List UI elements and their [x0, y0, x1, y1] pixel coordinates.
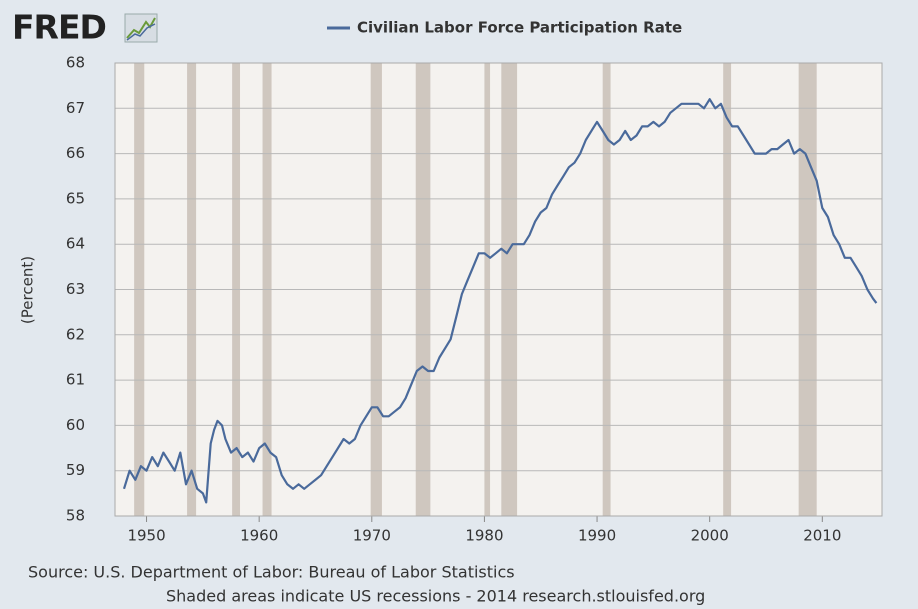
x-tick-label: 1980	[465, 527, 503, 545]
x-tick-label: 1950	[127, 527, 165, 545]
y-tick-label: 59	[66, 461, 85, 479]
x-tick-label: 1970	[353, 527, 391, 545]
y-tick-label: 62	[66, 325, 85, 343]
data-line	[122, 98, 878, 504]
y-tick-label: 68	[66, 54, 85, 72]
y-tick-label: 66	[66, 144, 85, 162]
y-tick-label: 65	[66, 189, 85, 207]
y-tick-label: 61	[66, 371, 85, 389]
y-tick-label: 58	[66, 507, 85, 525]
logo-icon	[124, 13, 158, 43]
x-tick-label: 1960	[240, 527, 278, 545]
y-tick-label: 64	[66, 235, 85, 253]
x-tick-label: 2010	[803, 527, 841, 545]
x-tick-label: 2000	[691, 527, 729, 545]
logo: FRED	[12, 8, 106, 47]
legend-label: Civilian Labor Force Participation Rate	[357, 19, 682, 37]
y-tick-label: 60	[66, 416, 85, 434]
y-tick-label: 63	[66, 280, 85, 298]
x-tick-label: 1990	[578, 527, 616, 545]
y-axis-label: (Percent)	[19, 256, 37, 324]
source: Source: U.S. Department of Labor: Bureau…	[28, 563, 515, 582]
plot-border	[114, 62, 883, 517]
note: Shaded areas indicate US recessions - 20…	[166, 587, 705, 606]
y-tick-label: 67	[66, 99, 85, 117]
